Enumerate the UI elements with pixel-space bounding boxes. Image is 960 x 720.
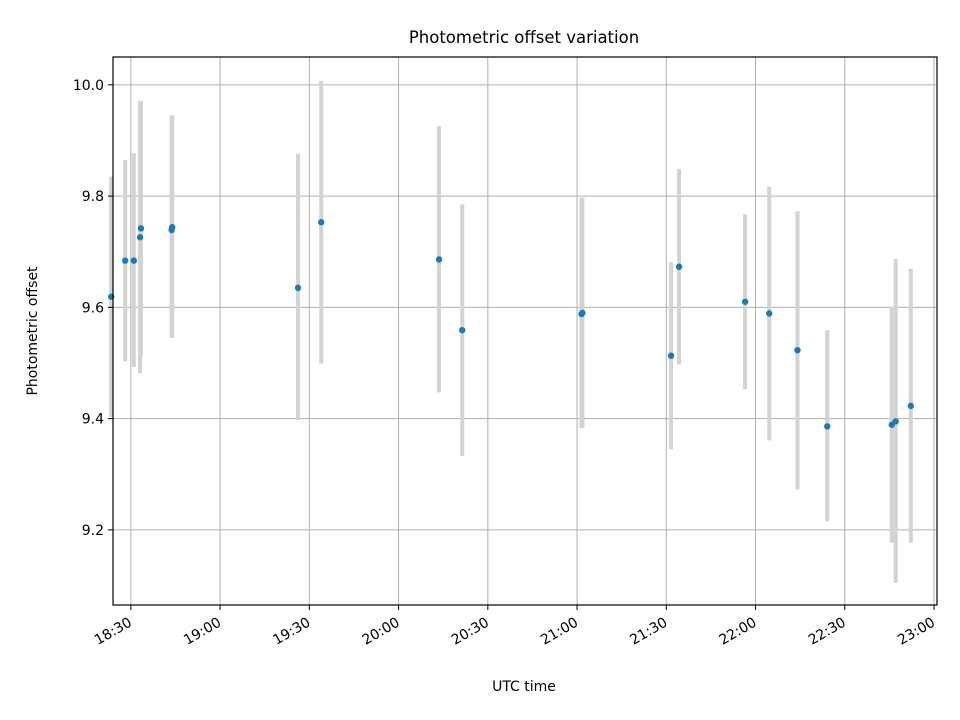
data-point (741, 298, 749, 305)
y-tick-label: 9.4 (82, 412, 104, 428)
data-point (136, 234, 144, 241)
chart-title: Photometric offset variation (409, 28, 639, 47)
data-point (824, 423, 831, 430)
data-point (318, 219, 325, 226)
plot-area-frame (112, 56, 938, 606)
data-point (168, 224, 176, 231)
data-point (579, 309, 586, 317)
y-tick-label: 9.2 (82, 523, 104, 539)
data-point (459, 326, 466, 334)
data-point (675, 263, 683, 270)
data-point (667, 352, 675, 359)
grid (113, 57, 937, 605)
y-tick-label: 10.0 (73, 78, 104, 94)
x-axis-label: UTC time (492, 679, 556, 695)
y-axis-label: Photometric offset (25, 266, 41, 396)
y-tick-label: 9.6 (82, 300, 104, 316)
data-point (130, 257, 138, 264)
data-point (137, 225, 145, 232)
data-point (794, 346, 801, 354)
data-point (766, 310, 773, 317)
data-point (435, 256, 443, 263)
y-tick-label: 9.8 (82, 189, 104, 205)
data-point (294, 284, 302, 292)
data-point (121, 257, 129, 264)
data-point (892, 418, 899, 425)
data-point (907, 402, 915, 410)
